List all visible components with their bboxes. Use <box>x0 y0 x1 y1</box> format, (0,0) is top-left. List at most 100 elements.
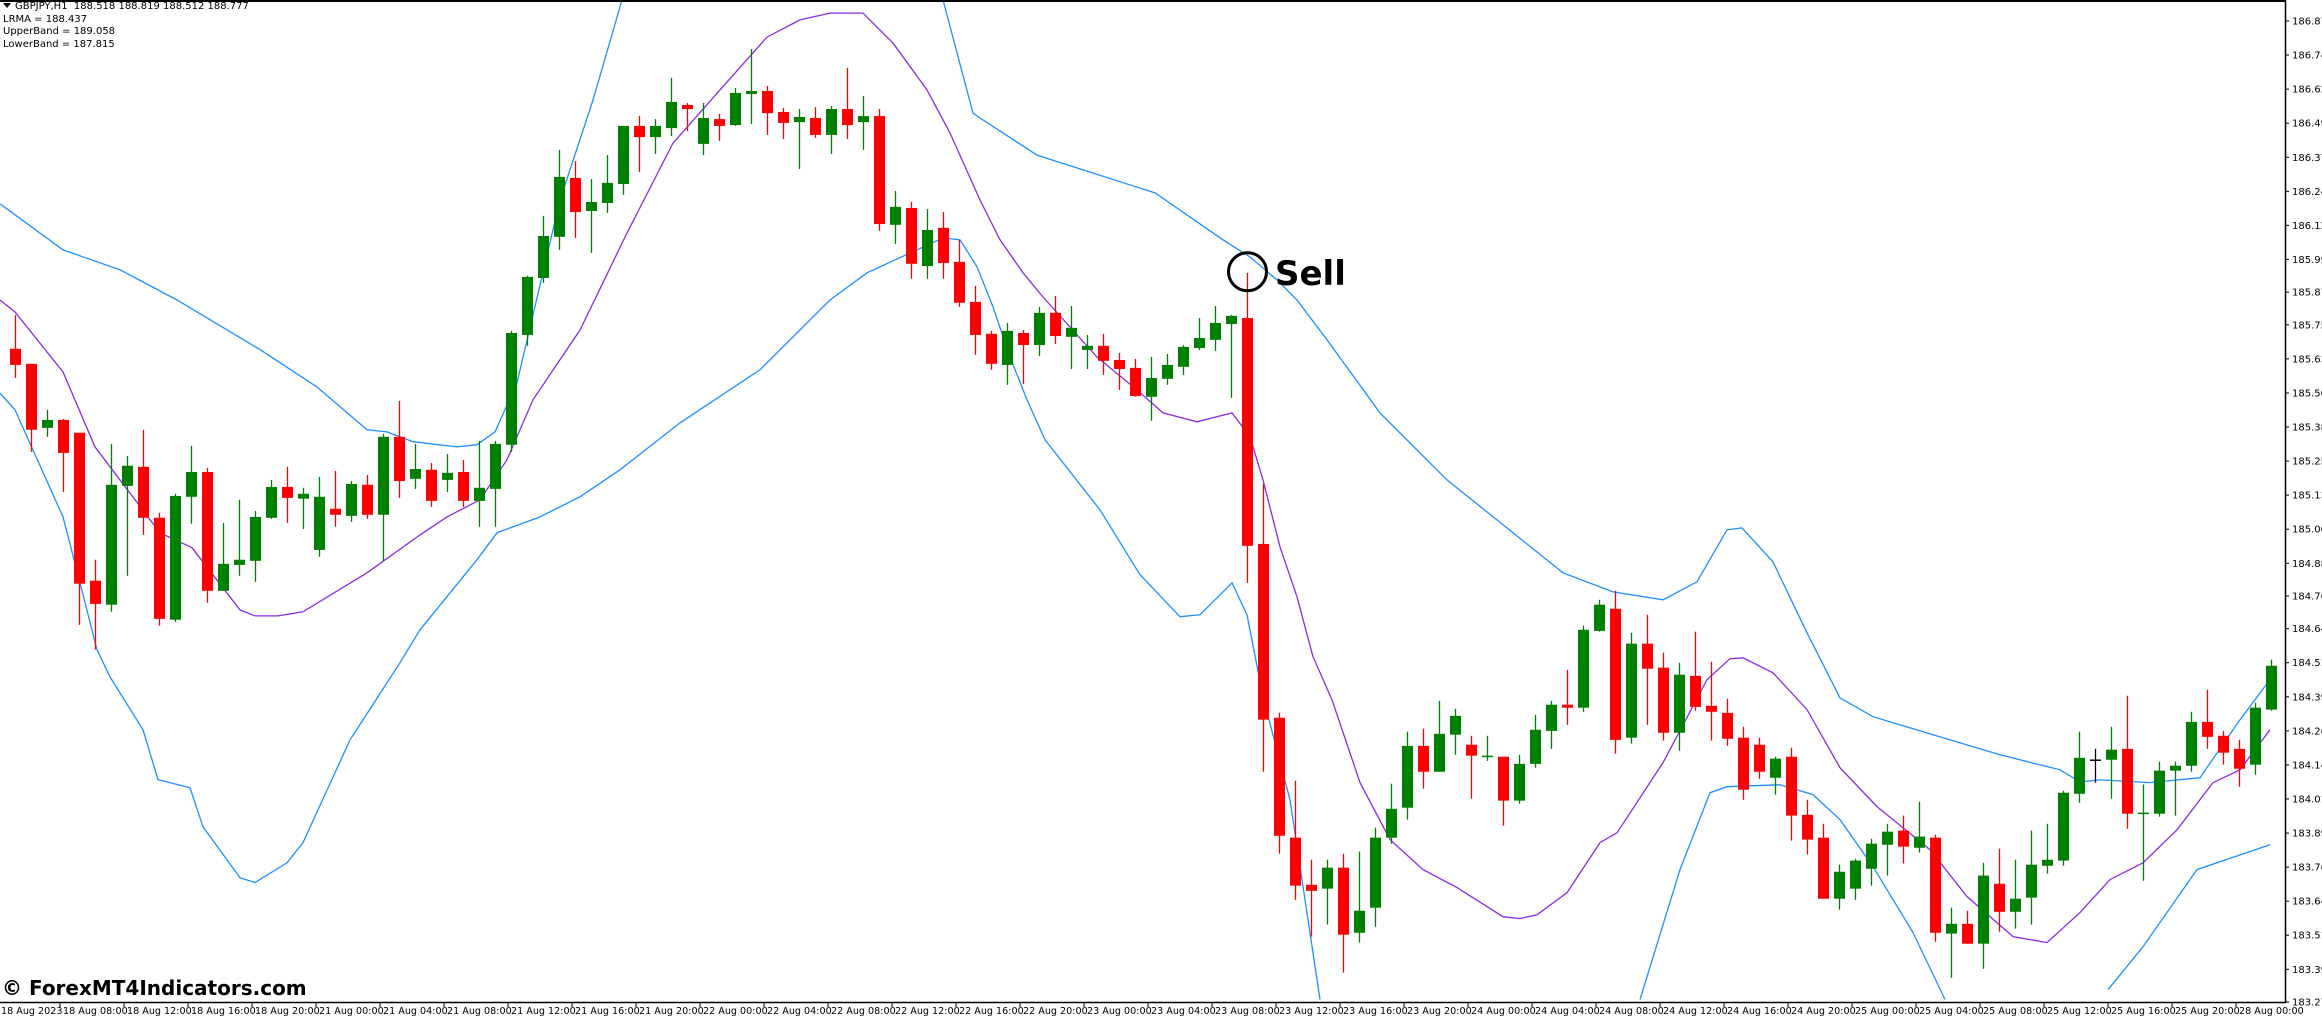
candle[interactable] <box>1146 356 1157 421</box>
candle[interactable] <box>1514 754 1525 804</box>
candle[interactable] <box>2202 689 2213 749</box>
candle[interactable] <box>42 409 53 437</box>
candle[interactable] <box>730 88 741 126</box>
candle[interactable] <box>666 77 677 136</box>
candle[interactable] <box>1226 315 1237 398</box>
candle[interactable] <box>2154 761 2165 817</box>
candle[interactable] <box>1882 823 1893 876</box>
candle[interactable] <box>346 480 357 522</box>
candle[interactable] <box>1050 295 1061 344</box>
candle[interactable] <box>1706 661 1717 741</box>
candle[interactable] <box>1018 330 1029 384</box>
candle[interactable] <box>1658 652 1669 741</box>
symbol-row[interactable]: GBPJPY,H1 188.518 188.819 188.512 188.77… <box>3 1 249 14</box>
candle[interactable] <box>986 330 997 370</box>
candle[interactable] <box>2218 730 2229 765</box>
candle[interactable] <box>1818 823 1829 899</box>
candle[interactable] <box>1322 859 1333 925</box>
candle[interactable] <box>1034 306 1045 356</box>
candle[interactable] <box>1242 272 1253 583</box>
candle[interactable] <box>1082 334 1093 369</box>
candle[interactable] <box>282 466 293 523</box>
candle[interactable] <box>1418 728 1429 789</box>
candle[interactable] <box>1994 848 2005 932</box>
candle[interactable] <box>650 119 661 154</box>
candle[interactable] <box>1802 799 1813 855</box>
candle[interactable] <box>138 429 149 535</box>
candle[interactable] <box>1866 838 1877 886</box>
candle[interactable] <box>554 149 565 250</box>
candle[interactable] <box>2042 823 2053 874</box>
candle[interactable] <box>922 209 933 279</box>
candle[interactable] <box>218 522 229 591</box>
candle[interactable] <box>1898 815 1909 864</box>
candle[interactable] <box>2090 748 2101 783</box>
candle[interactable] <box>266 479 277 519</box>
candle[interactable] <box>1402 731 1413 820</box>
candle[interactable] <box>1370 827 1381 927</box>
candle[interactable] <box>490 440 501 527</box>
candle[interactable] <box>426 462 437 507</box>
candle[interactable] <box>2026 830 2037 925</box>
candle[interactable] <box>890 191 901 244</box>
candle[interactable] <box>1162 353 1173 385</box>
candle[interactable] <box>442 454 453 492</box>
candle[interactable] <box>1482 735 1493 761</box>
candle[interactable] <box>1466 735 1477 799</box>
candle[interactable] <box>378 433 389 561</box>
candle[interactable] <box>2122 695 2133 829</box>
candle[interactable] <box>1722 698 1733 746</box>
candle[interactable] <box>1290 780 1301 900</box>
candle[interactable] <box>810 107 821 138</box>
candle[interactable] <box>1738 726 1749 800</box>
candle[interactable] <box>874 109 885 231</box>
candle[interactable] <box>234 499 245 576</box>
candle[interactable] <box>1850 858 1861 900</box>
candle[interactable] <box>458 459 469 507</box>
candle[interactable] <box>2266 659 2277 711</box>
candle[interactable] <box>26 363 37 452</box>
candle[interactable] <box>714 113 725 141</box>
candle[interactable] <box>1690 631 1701 711</box>
candle[interactable] <box>1274 712 1285 854</box>
candle[interactable] <box>746 49 757 125</box>
candle[interactable] <box>202 467 213 603</box>
candle[interactable] <box>1130 358 1141 397</box>
candle[interactable] <box>954 239 965 307</box>
candle[interactable] <box>1338 853 1349 973</box>
candle[interactable] <box>1178 345 1189 375</box>
candle[interactable] <box>826 106 837 154</box>
candle[interactable] <box>970 285 981 355</box>
candle[interactable] <box>170 493 181 622</box>
candle[interactable] <box>314 476 325 557</box>
candle[interactable] <box>634 116 645 172</box>
candle[interactable] <box>1754 737 1765 779</box>
candle[interactable] <box>938 212 949 279</box>
candle[interactable] <box>1962 910 1973 944</box>
candle[interactable] <box>1946 907 1957 978</box>
candle[interactable] <box>906 201 917 279</box>
candle[interactable] <box>330 470 341 527</box>
candle[interactable] <box>1930 834 1941 942</box>
candle[interactable] <box>90 559 101 650</box>
candle[interactable] <box>2234 739 2245 787</box>
candle[interactable] <box>1002 322 1013 385</box>
candle[interactable] <box>1834 864 1845 910</box>
candle[interactable] <box>1562 669 1573 725</box>
candle[interactable] <box>1354 851 1365 943</box>
candle[interactable] <box>682 103 693 132</box>
candle[interactable] <box>1786 747 1797 841</box>
candle[interactable] <box>2170 761 2181 816</box>
candle[interactable] <box>1530 714 1541 768</box>
candle[interactable] <box>762 85 773 135</box>
candle[interactable] <box>586 179 597 253</box>
candle[interactable] <box>1642 614 1653 725</box>
candle[interactable] <box>842 67 853 139</box>
candle[interactable] <box>602 155 613 213</box>
candle[interactable] <box>2250 702 2261 775</box>
candle[interactable] <box>122 455 133 576</box>
candle[interactable] <box>10 315 21 378</box>
candle[interactable] <box>1114 352 1125 390</box>
candle[interactable] <box>1594 599 1605 632</box>
